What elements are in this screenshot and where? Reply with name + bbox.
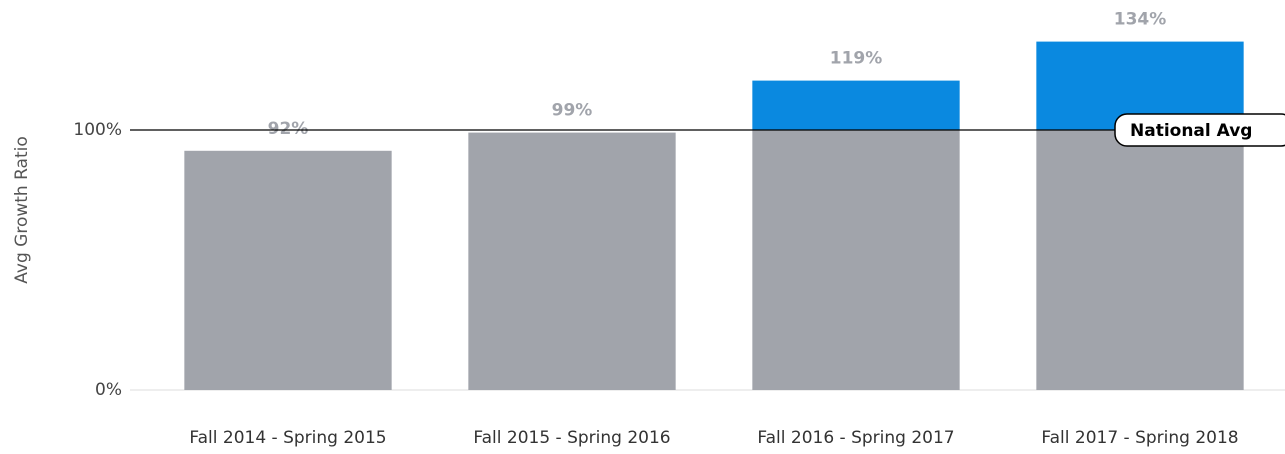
data-label: 119% bbox=[830, 49, 883, 69]
y-tick-label: 0% bbox=[95, 380, 122, 400]
bar bbox=[752, 130, 960, 390]
bar bbox=[468, 132, 676, 390]
x-tick-label: Fall 2014 - Spring 2015 bbox=[189, 428, 386, 448]
reference-label: National Avg bbox=[1130, 121, 1252, 141]
reference-label-box bbox=[1114, 113, 1285, 147]
y-tick-label: 100% bbox=[73, 120, 122, 140]
x-tick-label: Fall 2017 - Spring 2018 bbox=[1041, 428, 1238, 448]
x-tick-label: Fall 2015 - Spring 2016 bbox=[473, 428, 670, 448]
x-tick-label: Fall 2016 - Spring 2017 bbox=[757, 428, 954, 448]
y-axis-label: Avg Growth Ratio bbox=[12, 136, 32, 283]
bar-above-reference bbox=[752, 80, 960, 130]
data-label: 134% bbox=[1114, 10, 1167, 30]
data-label: 92% bbox=[268, 119, 309, 139]
data-label: 99% bbox=[552, 101, 593, 121]
bar bbox=[1036, 130, 1244, 390]
bar bbox=[184, 150, 392, 390]
